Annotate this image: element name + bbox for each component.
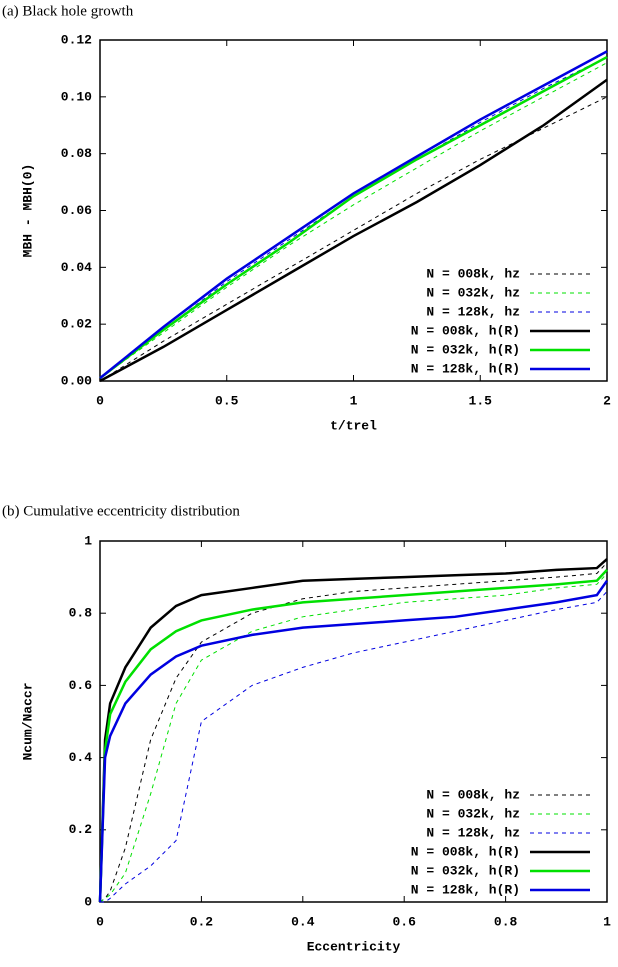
y-tick-label: 0.02 — [61, 317, 92, 332]
series-line — [98, 579, 609, 903]
chart-title: (a) Black hole growth — [2, 3, 134, 19]
x-tick-label: 0.5 — [215, 393, 239, 408]
series-line — [99, 50, 608, 380]
legend-label: N = 032k, h(R) — [411, 863, 520, 878]
y-tick-label: 0.00 — [61, 373, 92, 388]
x-axis-label: Eccentricity — [307, 939, 401, 954]
series-line — [99, 78, 608, 383]
y-tick-label: 0.06 — [61, 203, 92, 218]
x-axis-label: t/trel — [330, 418, 377, 433]
y-axis-label: Ncum/Naccr — [20, 682, 35, 760]
y-tick-label: 0.08 — [61, 146, 92, 161]
y-tick-label: 0.04 — [61, 260, 92, 275]
series-line — [100, 591, 608, 903]
y-tick-label: 0.12 — [61, 32, 92, 47]
x-tick-label: 1.5 — [469, 393, 493, 408]
legend-label: N = 128k, h(R) — [411, 882, 520, 897]
series-line — [99, 55, 608, 380]
y-tick-label: 0.10 — [61, 89, 92, 104]
plot-frame — [99, 540, 608, 903]
series-line — [99, 62, 608, 379]
series-line — [98, 558, 608, 903]
x-tick-label: 1 — [350, 393, 358, 408]
x-tick-label: 0 — [96, 914, 104, 929]
legend-label: N = 128k, h(R) — [411, 361, 520, 376]
legend-label: N = 008k, h(R) — [411, 323, 520, 338]
series-line — [98, 569, 608, 903]
chart-title: (b) Cumulative eccentricity distribution — [2, 503, 240, 519]
y-axis-label: MBH - MBH(0) — [20, 164, 35, 258]
x-tick-label: 0.8 — [494, 914, 518, 929]
x-tick-label: 1 — [603, 914, 611, 929]
y-tick-label: 0.8 — [69, 606, 93, 621]
x-tick-label: 2 — [603, 393, 611, 408]
y-tick-label: 0 — [84, 894, 92, 909]
legend-label: N = 128k, hz — [426, 825, 520, 840]
legend-label: N = 032k, hz — [426, 285, 520, 300]
legend-label: N = 008k, hz — [426, 787, 520, 802]
x-tick-label: 0.2 — [190, 914, 214, 929]
legend-label: N = 008k, h(R) — [411, 844, 520, 859]
legend-label: N = 032k, h(R) — [411, 342, 520, 357]
legend-label: N = 128k, hz — [426, 304, 520, 319]
x-tick-label: 0.4 — [291, 914, 315, 929]
x-tick-label: 0.6 — [392, 914, 416, 929]
y-tick-label: 1 — [84, 533, 92, 548]
series-line — [99, 96, 608, 382]
legend-label: N = 008k, hz — [426, 266, 520, 281]
series-line — [99, 573, 608, 903]
y-tick-label: 0.2 — [69, 822, 93, 837]
legend-label: N = 032k, hz — [426, 806, 520, 821]
y-tick-label: 0.4 — [69, 750, 93, 765]
x-tick-label: 0 — [96, 393, 104, 408]
y-tick-label: 0.6 — [69, 678, 93, 693]
